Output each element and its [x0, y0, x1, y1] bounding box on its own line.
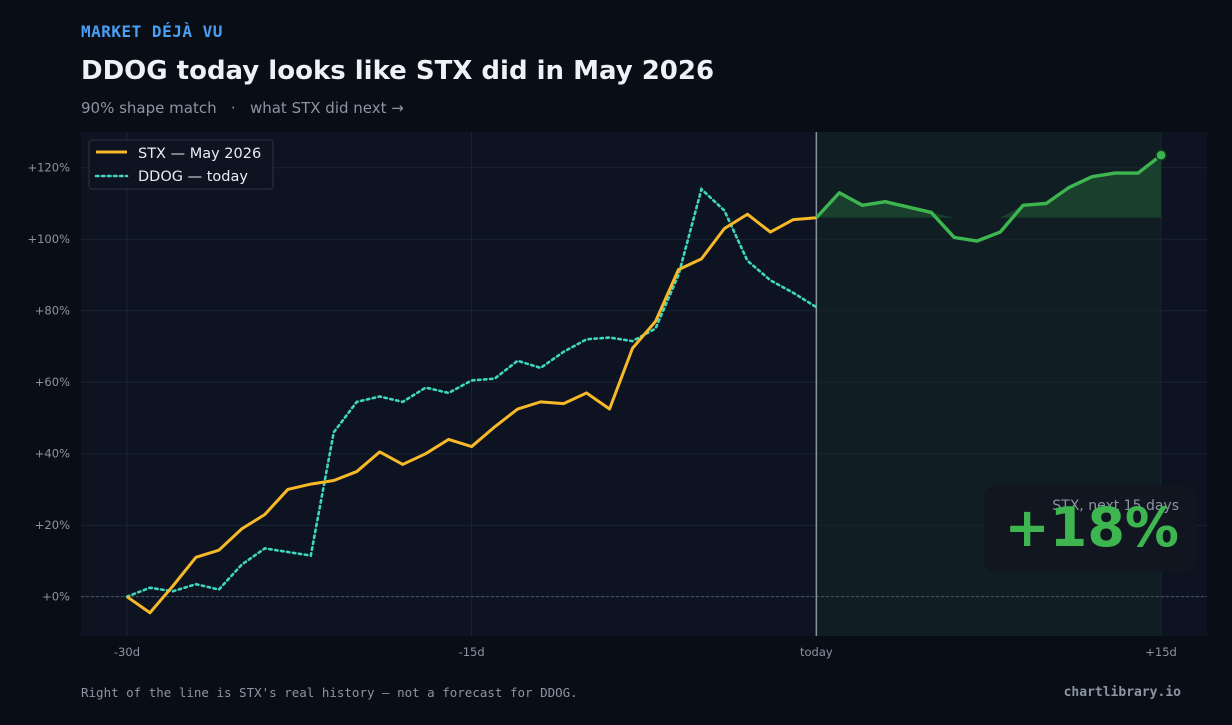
forward-gain-area — [816, 155, 1162, 218]
y-tick-label: +120% — [27, 161, 70, 175]
brand-link[interactable]: chartlibrary.io — [1063, 685, 1181, 700]
x-tick-label: -30d — [114, 645, 140, 659]
page-subtitle: 90% shape match · what STX did next → — [81, 99, 404, 117]
callout-background — [984, 485, 1196, 572]
callout-value: +18% — [1005, 496, 1180, 559]
page-title: DDOG today looks like STX did in May 202… — [81, 56, 715, 86]
y-tick-label: +0% — [42, 590, 70, 604]
stx-series-line — [126, 212, 817, 615]
legend-box — [88, 139, 274, 190]
y-tick-label: +60% — [35, 375, 70, 389]
legend-label-stx: STX — May 2026 — [138, 146, 261, 162]
legend-label-ddog: DDOG — today — [138, 169, 248, 185]
x-tick-label: today — [800, 645, 833, 659]
y-tick-label: +20% — [35, 518, 70, 532]
callout-card: STX, next 15 days+18% — [984, 485, 1196, 572]
forward-end-point — [1155, 149, 1167, 161]
legend: STX — May 2026 DDOG — today — [88, 139, 274, 190]
x-tick-label: -15d — [459, 645, 485, 659]
x-tick-label: +15d — [1145, 645, 1177, 659]
stx-forward-line — [815, 153, 1163, 243]
ddog-series-line — [125, 186, 818, 598]
y-tick-label: +100% — [27, 232, 70, 246]
y-tick-label: +40% — [35, 447, 70, 461]
y-tick-label: +80% — [35, 304, 70, 318]
footnote: Right of the line is STX's real history … — [81, 685, 578, 700]
callout-label: STX, next 15 days — [1052, 498, 1179, 514]
eyebrow-label: MARKET DÉJÀ VU — [81, 22, 223, 41]
